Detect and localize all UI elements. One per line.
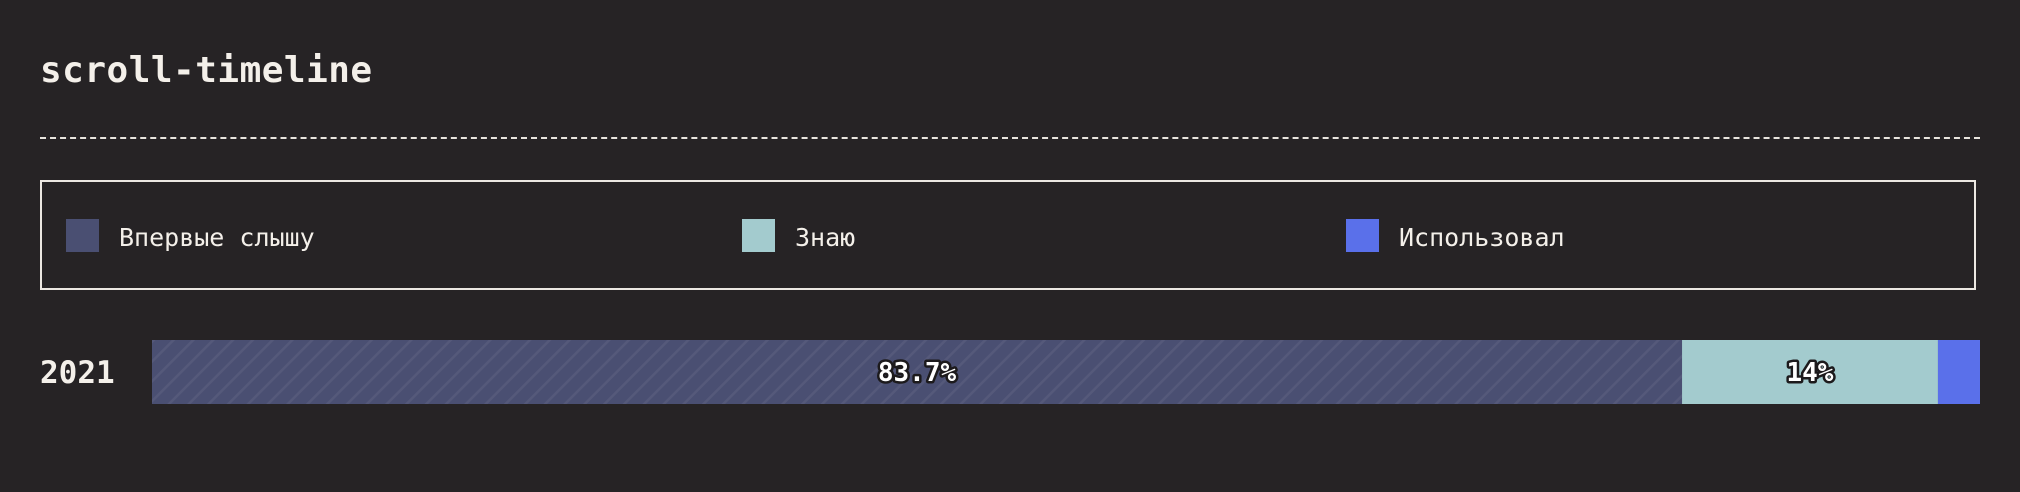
data-label-first-time: 83.7%	[878, 358, 957, 388]
legend-label-used: Использовал	[1399, 222, 1565, 252]
legend-swatch-used	[1346, 218, 1379, 252]
legend-item-used: Использовал	[1346, 218, 1565, 252]
legend-swatch-first-time	[66, 218, 99, 252]
legend-swatch-know	[742, 218, 775, 252]
legend-label-first-time: Впервые слышу	[119, 222, 315, 252]
data-label-know: 14%	[1787, 358, 1834, 388]
legend: Впервые слышу Знаю Использовал	[40, 180, 1976, 290]
bar-segment-hatch	[152, 340, 1683, 404]
chart-title: scroll-timeline	[40, 50, 373, 91]
category-label-2021: 2021	[40, 355, 115, 391]
stacked-bar-chart: 83.7% 14%	[152, 340, 1980, 404]
legend-item-first-time: Впервые слышу	[66, 218, 315, 252]
bar-row-2021: 83.7% 14%	[152, 340, 1980, 404]
legend-item-know: Знаю	[742, 218, 855, 252]
legend-label-know: Знаю	[795, 222, 856, 252]
bar-segment-used	[1937, 340, 1980, 404]
bar-segment-know	[1682, 340, 1938, 404]
dashed-divider	[40, 137, 1980, 139]
